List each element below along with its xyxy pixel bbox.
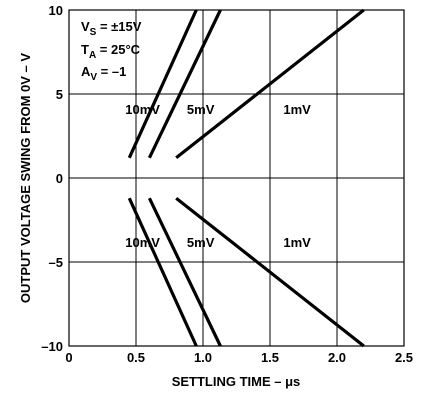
grid-lines [69,10,404,346]
y-tick-label: 0 [56,171,63,186]
plot-frame [68,9,405,347]
curve-label: 5mV [187,235,215,250]
conditions-box: VS = ±15V TA = 25°C AV = –1 [81,19,142,83]
x-tick-label: 2.5 [395,350,413,365]
condition-vs: VS = ±15V [81,19,142,38]
series-line-1mV [175,196,365,348]
x-tick-label: 0 [65,350,72,365]
curve-label: 10mV [125,102,160,117]
series-line-5mV [147,197,222,347]
x-tick-labels: 0 0.5 1.0 1.5 2.0 2.5 [65,350,413,365]
y-tick-label: –5 [49,255,63,270]
series-line-10mV [127,9,198,159]
x-tick-label: 0.5 [127,350,145,365]
y-tick-label: 5 [56,87,63,102]
x-tick-label: 1.0 [194,350,212,365]
condition-av: AV = –1 [81,64,126,83]
x-tick-label: 2.0 [328,350,346,365]
series-line-1mV [175,8,365,160]
curve-label: 5mV [187,102,215,117]
condition-ta: TA = 25°C [81,42,141,61]
x-axis-title: SETTLING TIME – μs [172,374,301,389]
curve-label: 10mV [125,235,160,250]
curve-label: 1mV [283,235,311,250]
series-line-10mV [127,197,198,347]
curve-labels: 10mV 5mV 1mV 10mV 5mV 1mV [125,102,311,250]
curve-label: 1mV [283,102,311,117]
y-tick-label: –10 [41,339,63,354]
series-lines [127,8,365,348]
y-axis-title: OUTPUT VOLTAGE SWING FROM 0V – V [18,53,33,303]
y-tick-labels: –10 –5 0 5 10 [41,3,63,354]
y-tick-label: 10 [49,3,63,18]
x-tick-label: 1.5 [261,350,279,365]
series-line-5mV [147,9,222,159]
